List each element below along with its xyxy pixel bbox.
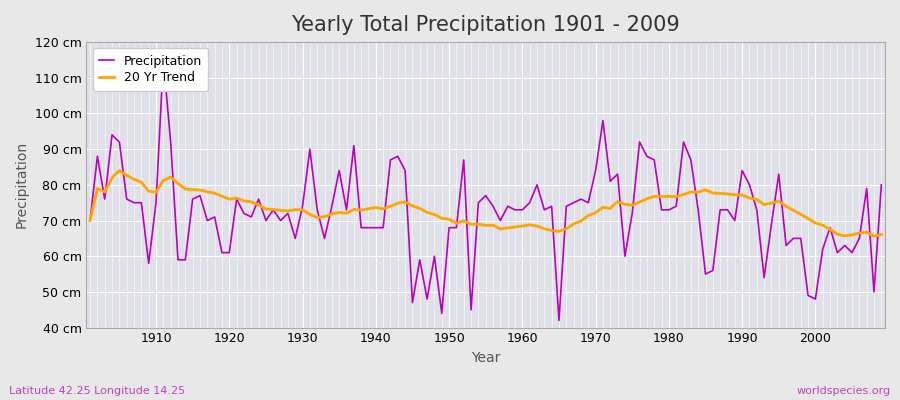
20 Yr Trend <box>114 168 125 173</box>
Precipitation <box>158 58 168 62</box>
20 Yr Trend <box>612 199 623 204</box>
Title: Yearly Total Precipitation 1901 - 2009: Yearly Total Precipitation 1901 - 2009 <box>292 15 680 35</box>
Precipitation <box>517 208 527 212</box>
Precipitation <box>311 208 322 212</box>
Y-axis label: Precipitation: Precipitation <box>15 141 29 228</box>
Text: Latitude 42.25 Longitude 14.25: Latitude 42.25 Longitude 14.25 <box>9 386 185 396</box>
20 Yr Trend <box>525 222 535 227</box>
20 Yr Trend <box>517 224 527 228</box>
Precipitation <box>525 200 535 205</box>
Line: Precipitation: Precipitation <box>90 60 881 320</box>
X-axis label: Year: Year <box>471 351 500 365</box>
Line: 20 Yr Trend: 20 Yr Trend <box>90 170 881 236</box>
20 Yr Trend <box>311 215 322 220</box>
Precipitation <box>554 318 564 323</box>
20 Yr Trend <box>876 232 886 237</box>
20 Yr Trend <box>356 208 366 212</box>
20 Yr Trend <box>85 218 95 223</box>
Precipitation <box>143 261 154 266</box>
Precipitation <box>876 182 886 187</box>
20 Yr Trend <box>868 234 879 239</box>
Precipitation <box>356 225 366 230</box>
Text: worldspecies.org: worldspecies.org <box>796 386 891 396</box>
Legend: Precipitation, 20 Yr Trend: Precipitation, 20 Yr Trend <box>93 48 209 91</box>
Precipitation <box>85 218 95 223</box>
Precipitation <box>619 254 630 259</box>
20 Yr Trend <box>150 190 161 195</box>
